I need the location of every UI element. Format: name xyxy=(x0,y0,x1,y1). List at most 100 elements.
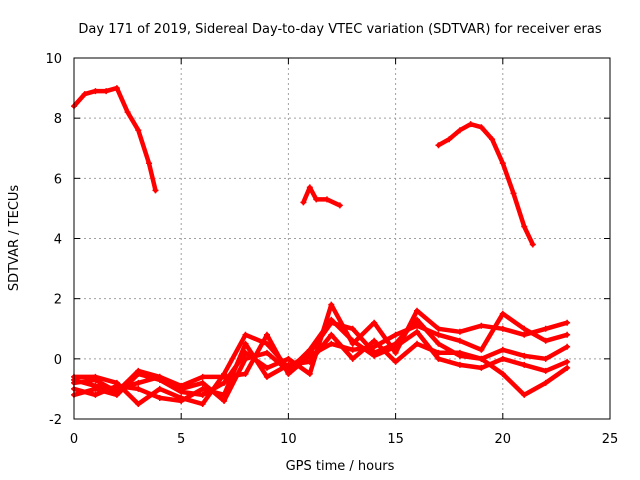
data-point xyxy=(306,370,313,377)
data-point xyxy=(81,91,88,98)
data-point xyxy=(336,202,343,209)
data-point xyxy=(156,385,163,392)
data-point xyxy=(113,85,120,92)
data-point xyxy=(199,400,206,407)
data-point xyxy=(435,142,442,149)
data-point xyxy=(92,376,99,383)
x-tick-label: 0 xyxy=(70,432,78,447)
data-point xyxy=(328,316,335,323)
data-point xyxy=(521,223,528,230)
series-track-1 xyxy=(71,85,158,193)
data-point xyxy=(199,391,206,398)
data-point xyxy=(392,331,399,338)
data-point xyxy=(478,322,485,329)
chart-title: Day 171 of 2019, Sidereal Day-to-day VTE… xyxy=(78,22,601,37)
data-point xyxy=(103,88,110,95)
data-point xyxy=(349,355,356,362)
data-point xyxy=(414,307,421,314)
data-point xyxy=(178,397,185,404)
y-tick-label: 2 xyxy=(54,293,62,308)
data-point xyxy=(328,331,335,338)
data-point xyxy=(371,352,378,359)
data-point xyxy=(221,397,228,404)
data-point xyxy=(285,355,292,362)
y-tick-label: 6 xyxy=(54,172,62,187)
data-point xyxy=(499,346,506,353)
data-point xyxy=(564,343,571,350)
data-point xyxy=(242,355,249,362)
data-point xyxy=(521,331,528,338)
data-point xyxy=(499,325,506,332)
data-point xyxy=(135,400,142,407)
data-point xyxy=(263,373,270,380)
data-point xyxy=(92,382,99,389)
x-tick-label: 10 xyxy=(280,432,297,447)
data-point xyxy=(221,379,228,386)
data-point xyxy=(435,340,442,347)
data-point xyxy=(456,127,463,134)
data-point xyxy=(446,136,453,143)
data-point xyxy=(285,361,292,368)
data-point xyxy=(542,325,549,332)
ticks: 0 5 10 15 20 25 -2 0 2 4 6 8 10 xyxy=(45,52,618,447)
y-axis-label: SDTVAR / TECUs xyxy=(7,185,22,292)
data-point xyxy=(135,379,142,386)
x-tick-label: 15 xyxy=(387,432,404,447)
x-tick-label: 5 xyxy=(177,432,185,447)
data-point xyxy=(435,325,442,332)
data-layer xyxy=(71,85,571,407)
data-point xyxy=(92,391,99,398)
data-point xyxy=(499,370,506,377)
data-point xyxy=(435,355,442,362)
data-point xyxy=(371,343,378,350)
data-point xyxy=(199,373,206,380)
data-point xyxy=(135,385,142,392)
data-point xyxy=(499,355,506,362)
data-point xyxy=(467,121,474,128)
data-point xyxy=(456,349,463,356)
data-point xyxy=(113,385,120,392)
data-point xyxy=(564,319,571,326)
data-point xyxy=(328,340,335,347)
x-tick-label: 20 xyxy=(495,432,512,447)
data-point xyxy=(263,364,270,371)
data-point xyxy=(456,337,463,344)
data-point xyxy=(392,349,399,356)
data-point xyxy=(349,346,356,353)
data-point xyxy=(414,322,421,329)
data-point xyxy=(456,361,463,368)
data-point xyxy=(349,325,356,332)
data-point xyxy=(178,385,185,392)
data-point xyxy=(124,109,131,116)
data-point xyxy=(499,310,506,317)
data-point xyxy=(242,331,249,338)
data-point xyxy=(221,373,228,380)
data-point xyxy=(542,379,549,386)
data-point xyxy=(152,187,159,194)
data-point xyxy=(306,358,313,365)
data-point xyxy=(285,367,292,374)
data-point xyxy=(542,337,549,344)
y-tick-label: 8 xyxy=(54,112,62,127)
data-point xyxy=(542,355,549,362)
data-point xyxy=(521,391,528,398)
data-point xyxy=(328,301,335,308)
data-point xyxy=(135,367,142,374)
data-point xyxy=(478,355,485,362)
y-tick-label: 10 xyxy=(45,52,62,67)
series-track-3 xyxy=(436,121,536,247)
data-point xyxy=(313,196,320,203)
data-point xyxy=(263,349,270,356)
data-point xyxy=(489,136,496,143)
data-point xyxy=(371,337,378,344)
data-point xyxy=(478,364,485,371)
data-point xyxy=(146,160,153,167)
data-point xyxy=(349,337,356,344)
data-point xyxy=(521,352,528,359)
x-axis-label: GPS time / hours xyxy=(286,459,395,474)
data-point xyxy=(242,370,249,377)
y-tick-label: 0 xyxy=(54,353,62,368)
data-point xyxy=(521,361,528,368)
data-point xyxy=(564,364,571,371)
